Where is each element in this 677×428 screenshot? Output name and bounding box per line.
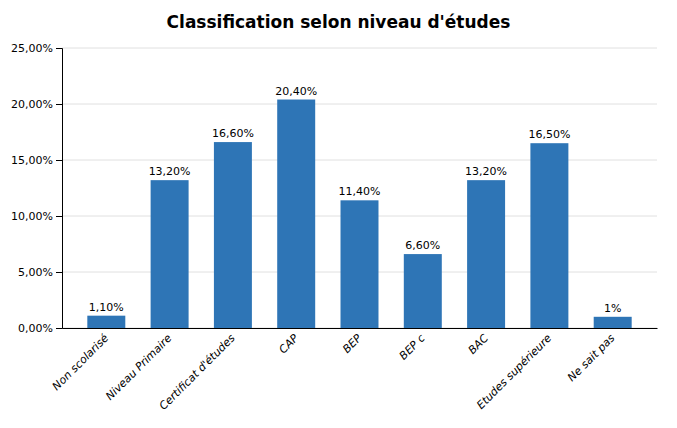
axis-line (63, 328, 658, 329)
bar (87, 316, 125, 328)
tick: CAP (276, 331, 301, 356)
data-label: 16,50% (528, 128, 570, 141)
tick: 25,00% (11, 42, 62, 55)
tick-mark (56, 272, 62, 273)
tick-label: Certificat d'études (157, 331, 238, 412)
tick: 15,00% (11, 154, 62, 167)
tick-label: Niveau Primaire (103, 331, 174, 402)
bar (467, 180, 505, 328)
tick: Non scolarisé (50, 331, 112, 393)
data-label: 6,60% (405, 239, 440, 252)
tick: 20,00% (11, 98, 62, 111)
data-label: 1% (604, 302, 621, 315)
tick-mark (56, 48, 62, 49)
tick: BEP c (397, 332, 428, 363)
x-axis: Non scolariséNiveau PrimaireCertificat d… (50, 329, 658, 413)
tick: 5,00% (18, 266, 62, 279)
chart: Classification selon niveau d'études 0,00… (0, 0, 677, 428)
tick: Etudes supérieure (474, 331, 554, 411)
tick-label: 15,00% (11, 154, 53, 167)
grid-line (62, 48, 657, 49)
tick: 0,00% (18, 322, 62, 335)
tick: BAC (466, 331, 492, 357)
tick-label: Ne sait pas (565, 331, 618, 384)
data-labels: 1,10% 13,20% 16,60% 20,40% 11,40% 6,60% 13,20%… (89, 85, 622, 315)
grid (62, 48, 657, 328)
tick-mark (56, 216, 62, 217)
data-label: 20,40% (275, 85, 317, 98)
title: Classification selon niveau d'études (167, 12, 511, 32)
plot: 0,00% 5,00% 10,00% 15,00% 20,00% 25,00% Non sc… (11, 42, 657, 413)
tick-mark (56, 104, 62, 105)
tick: Niveau Primaire (103, 331, 174, 402)
tick-label: Etudes supérieure (474, 331, 554, 411)
tick-label: 0,00% (18, 322, 53, 335)
data-label: 16,60% (212, 127, 254, 140)
tick-mark (56, 328, 62, 329)
tick-label: 5,00% (18, 266, 53, 279)
tick-label: CAP (276, 331, 301, 356)
bar (404, 254, 442, 328)
data-label: 13,20% (465, 165, 507, 178)
tick-label: BEP c (397, 332, 428, 363)
tick-label: 10,00% (11, 210, 53, 223)
bar (594, 317, 632, 328)
tick: 10,00% (11, 210, 62, 223)
data-label: 1,10% (89, 301, 124, 314)
tick: Certificat d'études (157, 331, 238, 412)
tick-label: 25,00% (11, 42, 53, 55)
bars (87, 100, 631, 328)
grid-line (62, 104, 657, 105)
tick-mark (56, 160, 62, 161)
tick: Ne sait pas (565, 331, 618, 384)
tick-label: 20,00% (11, 98, 53, 111)
bar (214, 142, 252, 328)
bar (151, 180, 189, 328)
bar (341, 200, 379, 328)
bar (530, 143, 568, 328)
tick-label: BAC (466, 331, 492, 357)
data-label: 13,20% (149, 165, 191, 178)
axis-line (56, 49, 63, 329)
data-label: 11,40% (339, 185, 381, 198)
y-axis: 0,00% 5,00% 10,00% 15,00% 20,00% 25,00% (11, 42, 62, 335)
bar (277, 100, 315, 328)
tick: BEP (340, 331, 364, 355)
tick-label: Non scolarisé (50, 331, 112, 393)
tick-label: BEP (340, 331, 364, 355)
